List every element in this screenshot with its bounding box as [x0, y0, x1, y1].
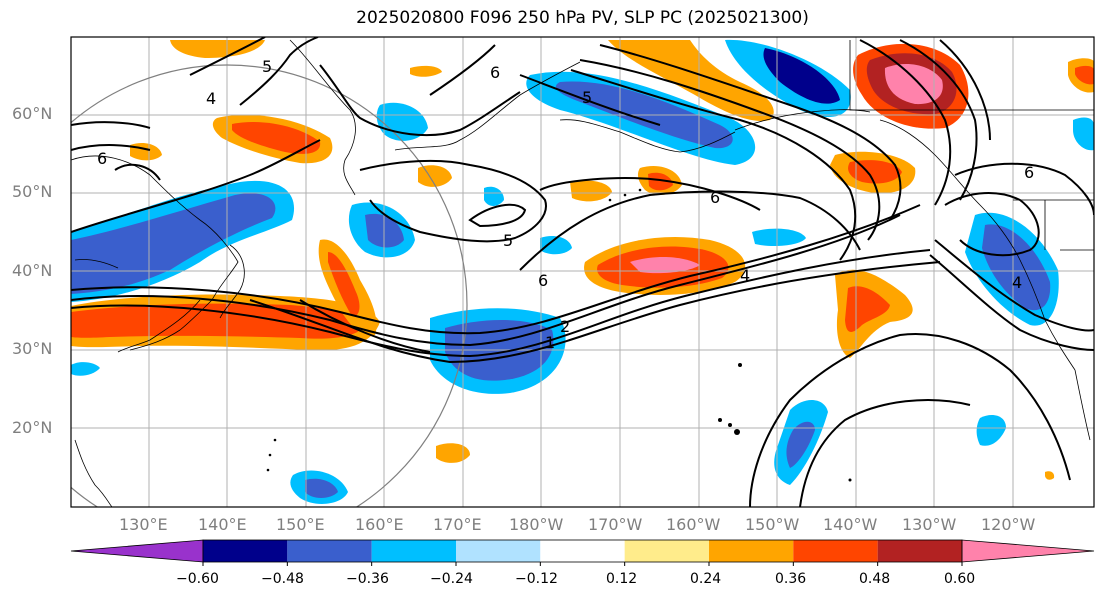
colorbar-tick-label: −0.60 [176, 571, 219, 587]
colorbar-segment [203, 540, 288, 562]
colorbar-tick-label: 0.48 [859, 571, 891, 587]
lon-label: 170°W [588, 515, 643, 534]
map-title: 2025020800 F096 250 hPa PV, SLP PC (2025… [356, 8, 809, 28]
contour-label: 6 [538, 271, 548, 290]
contour-label: 6 [97, 149, 107, 168]
lat-label: 20°N [12, 418, 53, 437]
lon-label: 140°E [198, 515, 247, 534]
colorbar-segment [287, 540, 372, 562]
lon-label: 140°W [823, 515, 878, 534]
lon-label: 150°W [745, 515, 800, 534]
range-ring [71, 64, 468, 507]
contour-label: 4 [1012, 273, 1022, 292]
contour-label: 4 [740, 266, 750, 285]
lon-label: 160°E [355, 515, 404, 534]
lat-label: 60°N [12, 104, 53, 123]
lon-label: 180°W [509, 515, 564, 534]
contour-label: 1 [545, 333, 555, 352]
lon-label: 120°W [981, 515, 1036, 534]
contour-label: 5 [503, 231, 513, 250]
colorbar-segment [456, 540, 541, 562]
colorbar-tick-label: 0.12 [606, 571, 638, 587]
lon-label: 130°E [119, 515, 168, 534]
colorbar-tick-label: 0.60 [944, 571, 976, 587]
map-frame [70, 36, 1095, 508]
colorbar-tick-label: −0.24 [430, 571, 473, 587]
colorbar-segment [70, 539, 204, 563]
colorbar-segment [624, 540, 709, 562]
colorbar-segment [793, 540, 878, 562]
colorbar-tick-label: −0.48 [261, 571, 304, 587]
colorbar-frame [202, 539, 963, 563]
colorbar-segment [540, 540, 625, 562]
slp-contours [71, 37, 1094, 507]
colorbar-segment [877, 540, 962, 562]
colorbar-segment [371, 540, 456, 562]
colorbar-segment [961, 539, 1095, 563]
lat-label: 30°N [12, 339, 53, 358]
contour-label: 4 [206, 89, 216, 108]
lon-label: 150°E [276, 515, 325, 534]
colorbar-tick-label: 0.36 [775, 571, 807, 587]
contour-label: 5 [582, 88, 592, 107]
islands [266, 188, 852, 482]
colorbar-tick-label: 0.24 [690, 571, 722, 587]
lat-label: 50°N [12, 182, 53, 201]
contour-label: 5 [262, 57, 272, 76]
lon-label: 160°W [666, 515, 721, 534]
lon-label: 170°E [433, 515, 482, 534]
lat-label: 40°N [12, 261, 53, 280]
contour-label: 6 [710, 188, 720, 207]
colorbar-tick-label: −0.36 [346, 571, 389, 587]
contour-label: 6 [490, 63, 500, 82]
colorbar-tick-label: −0.12 [515, 571, 558, 587]
contour-label: 2 [560, 317, 570, 336]
colorbar-segment [709, 540, 794, 562]
lon-label: 130°W [902, 515, 957, 534]
contour-label: 6 [1024, 163, 1034, 182]
